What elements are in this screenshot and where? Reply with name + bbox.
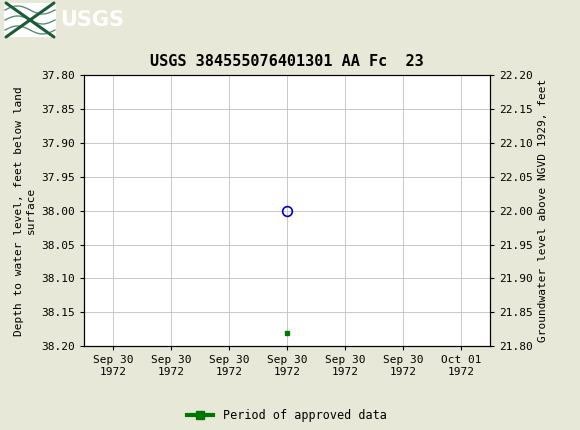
Text: USGS: USGS	[60, 10, 124, 30]
Bar	[4, 3, 56, 37]
Y-axis label: Groundwater level above NGVD 1929, feet: Groundwater level above NGVD 1929, feet	[538, 79, 549, 342]
Legend: Period of approved data: Period of approved data	[183, 405, 392, 427]
Y-axis label: Depth to water level, feet below land
surface: Depth to water level, feet below land su…	[14, 86, 36, 335]
Title: USGS 384555076401301 AA Fc  23: USGS 384555076401301 AA Fc 23	[150, 53, 424, 68]
